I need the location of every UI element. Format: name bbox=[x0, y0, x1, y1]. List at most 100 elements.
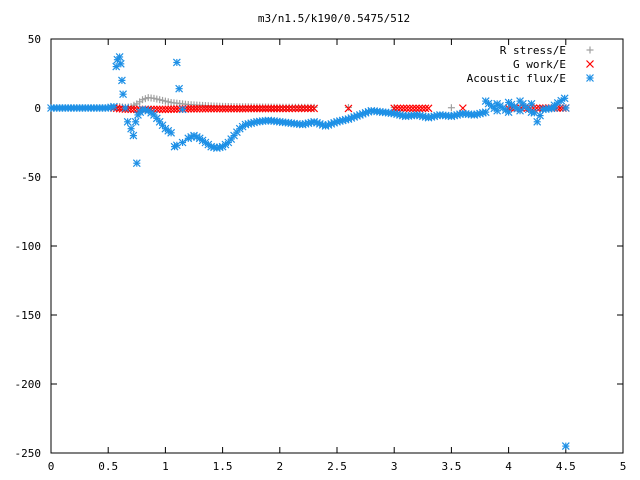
data-point bbox=[109, 102, 118, 111]
axis-ticks: 0 0.5 1 1.5 2 2.5 3 3.5 4 4.5 5 -250 -200 -150 -100 -50… bbox=[15, 33, 627, 473]
data-point bbox=[267, 104, 276, 113]
y-tick-label: -150 bbox=[15, 309, 42, 322]
legend-marker bbox=[586, 46, 594, 54]
data-point bbox=[424, 104, 433, 113]
data-point bbox=[412, 104, 420, 113]
data-point bbox=[119, 90, 127, 99]
x-tick-label: 4 bbox=[505, 460, 512, 473]
data-point bbox=[132, 159, 141, 168]
data-point bbox=[195, 104, 204, 113]
data-point bbox=[297, 104, 306, 113]
data-point bbox=[227, 104, 236, 113]
data-point bbox=[300, 104, 309, 113]
data-point bbox=[175, 84, 184, 93]
data-point bbox=[561, 442, 570, 451]
data-point bbox=[118, 76, 126, 85]
data-point bbox=[187, 104, 196, 113]
data-point bbox=[238, 104, 247, 113]
data-point bbox=[204, 104, 213, 113]
data-point bbox=[221, 104, 230, 113]
data-point bbox=[178, 138, 187, 147]
data-point bbox=[399, 104, 408, 113]
data-point bbox=[130, 105, 138, 114]
data-point bbox=[264, 104, 273, 113]
data-point bbox=[310, 104, 319, 113]
data-point bbox=[481, 108, 490, 117]
x-tick-label: 1.5 bbox=[213, 460, 233, 473]
data-point bbox=[178, 105, 187, 114]
data-point bbox=[447, 104, 455, 112]
data-point bbox=[408, 104, 417, 113]
data-point bbox=[294, 104, 303, 113]
y-tick-label: -200 bbox=[15, 378, 42, 391]
data-point bbox=[172, 58, 181, 67]
data-point bbox=[527, 99, 536, 108]
x-tick-label: 3.5 bbox=[441, 460, 461, 473]
y-tick-label: 50 bbox=[28, 33, 41, 46]
x-tick-label: 4.5 bbox=[556, 460, 576, 473]
data-point bbox=[560, 94, 569, 103]
data-point bbox=[121, 104, 130, 112]
series-2 bbox=[47, 53, 570, 451]
data-point bbox=[161, 105, 170, 114]
chart-title: m3/n1.5/k190/0.5475/512 bbox=[258, 12, 410, 25]
data-point bbox=[190, 104, 198, 113]
data-point bbox=[127, 124, 136, 133]
x-tick-label: 0.5 bbox=[98, 460, 118, 473]
data-point bbox=[167, 105, 176, 114]
data-point bbox=[241, 104, 250, 113]
data-point bbox=[210, 104, 218, 113]
data-point bbox=[533, 117, 542, 126]
data-point bbox=[131, 117, 140, 126]
data-point bbox=[170, 105, 178, 114]
data-point bbox=[255, 104, 264, 113]
data-point bbox=[123, 117, 132, 126]
data-point bbox=[250, 104, 258, 113]
data-point bbox=[215, 104, 224, 113]
y-tick-label: -50 bbox=[21, 171, 41, 184]
data-point bbox=[230, 104, 238, 113]
data-point bbox=[207, 104, 216, 113]
data-point bbox=[282, 104, 290, 113]
data-point bbox=[116, 59, 125, 68]
data-point bbox=[244, 104, 253, 113]
data-point bbox=[270, 104, 279, 113]
data-point bbox=[278, 104, 287, 113]
data-point bbox=[127, 105, 136, 114]
data-point bbox=[192, 104, 201, 113]
y-tick-label: -250 bbox=[15, 447, 42, 460]
data-point bbox=[418, 104, 427, 113]
data-point bbox=[158, 105, 167, 114]
data-point bbox=[288, 104, 297, 113]
data-point bbox=[393, 104, 402, 113]
data-point bbox=[252, 104, 261, 113]
data-point bbox=[224, 104, 233, 113]
data-point bbox=[402, 104, 411, 113]
data-point bbox=[405, 104, 414, 113]
legend-label: Acoustic flux/E bbox=[467, 72, 566, 85]
x-tick-label: 1 bbox=[162, 460, 169, 473]
x-tick-label: 5 bbox=[620, 460, 627, 473]
legend-marker bbox=[586, 60, 594, 68]
x-tick-label: 2.5 bbox=[327, 460, 347, 473]
data-point bbox=[198, 104, 207, 113]
data-point bbox=[275, 104, 284, 113]
data-point bbox=[164, 105, 173, 114]
data-point bbox=[258, 104, 267, 113]
data-point bbox=[232, 104, 241, 113]
y-tick-label: -100 bbox=[15, 240, 42, 253]
data-point bbox=[218, 104, 227, 113]
data-point bbox=[396, 104, 405, 113]
data-point bbox=[303, 104, 312, 113]
data-point bbox=[344, 103, 352, 111]
y-tick-label: 0 bbox=[34, 102, 41, 115]
data-point bbox=[235, 104, 244, 113]
data-point bbox=[247, 104, 256, 113]
data-point bbox=[516, 106, 524, 115]
data-point bbox=[344, 104, 353, 113]
legend-label: G work/E bbox=[513, 58, 566, 71]
data-point bbox=[561, 104, 570, 112]
